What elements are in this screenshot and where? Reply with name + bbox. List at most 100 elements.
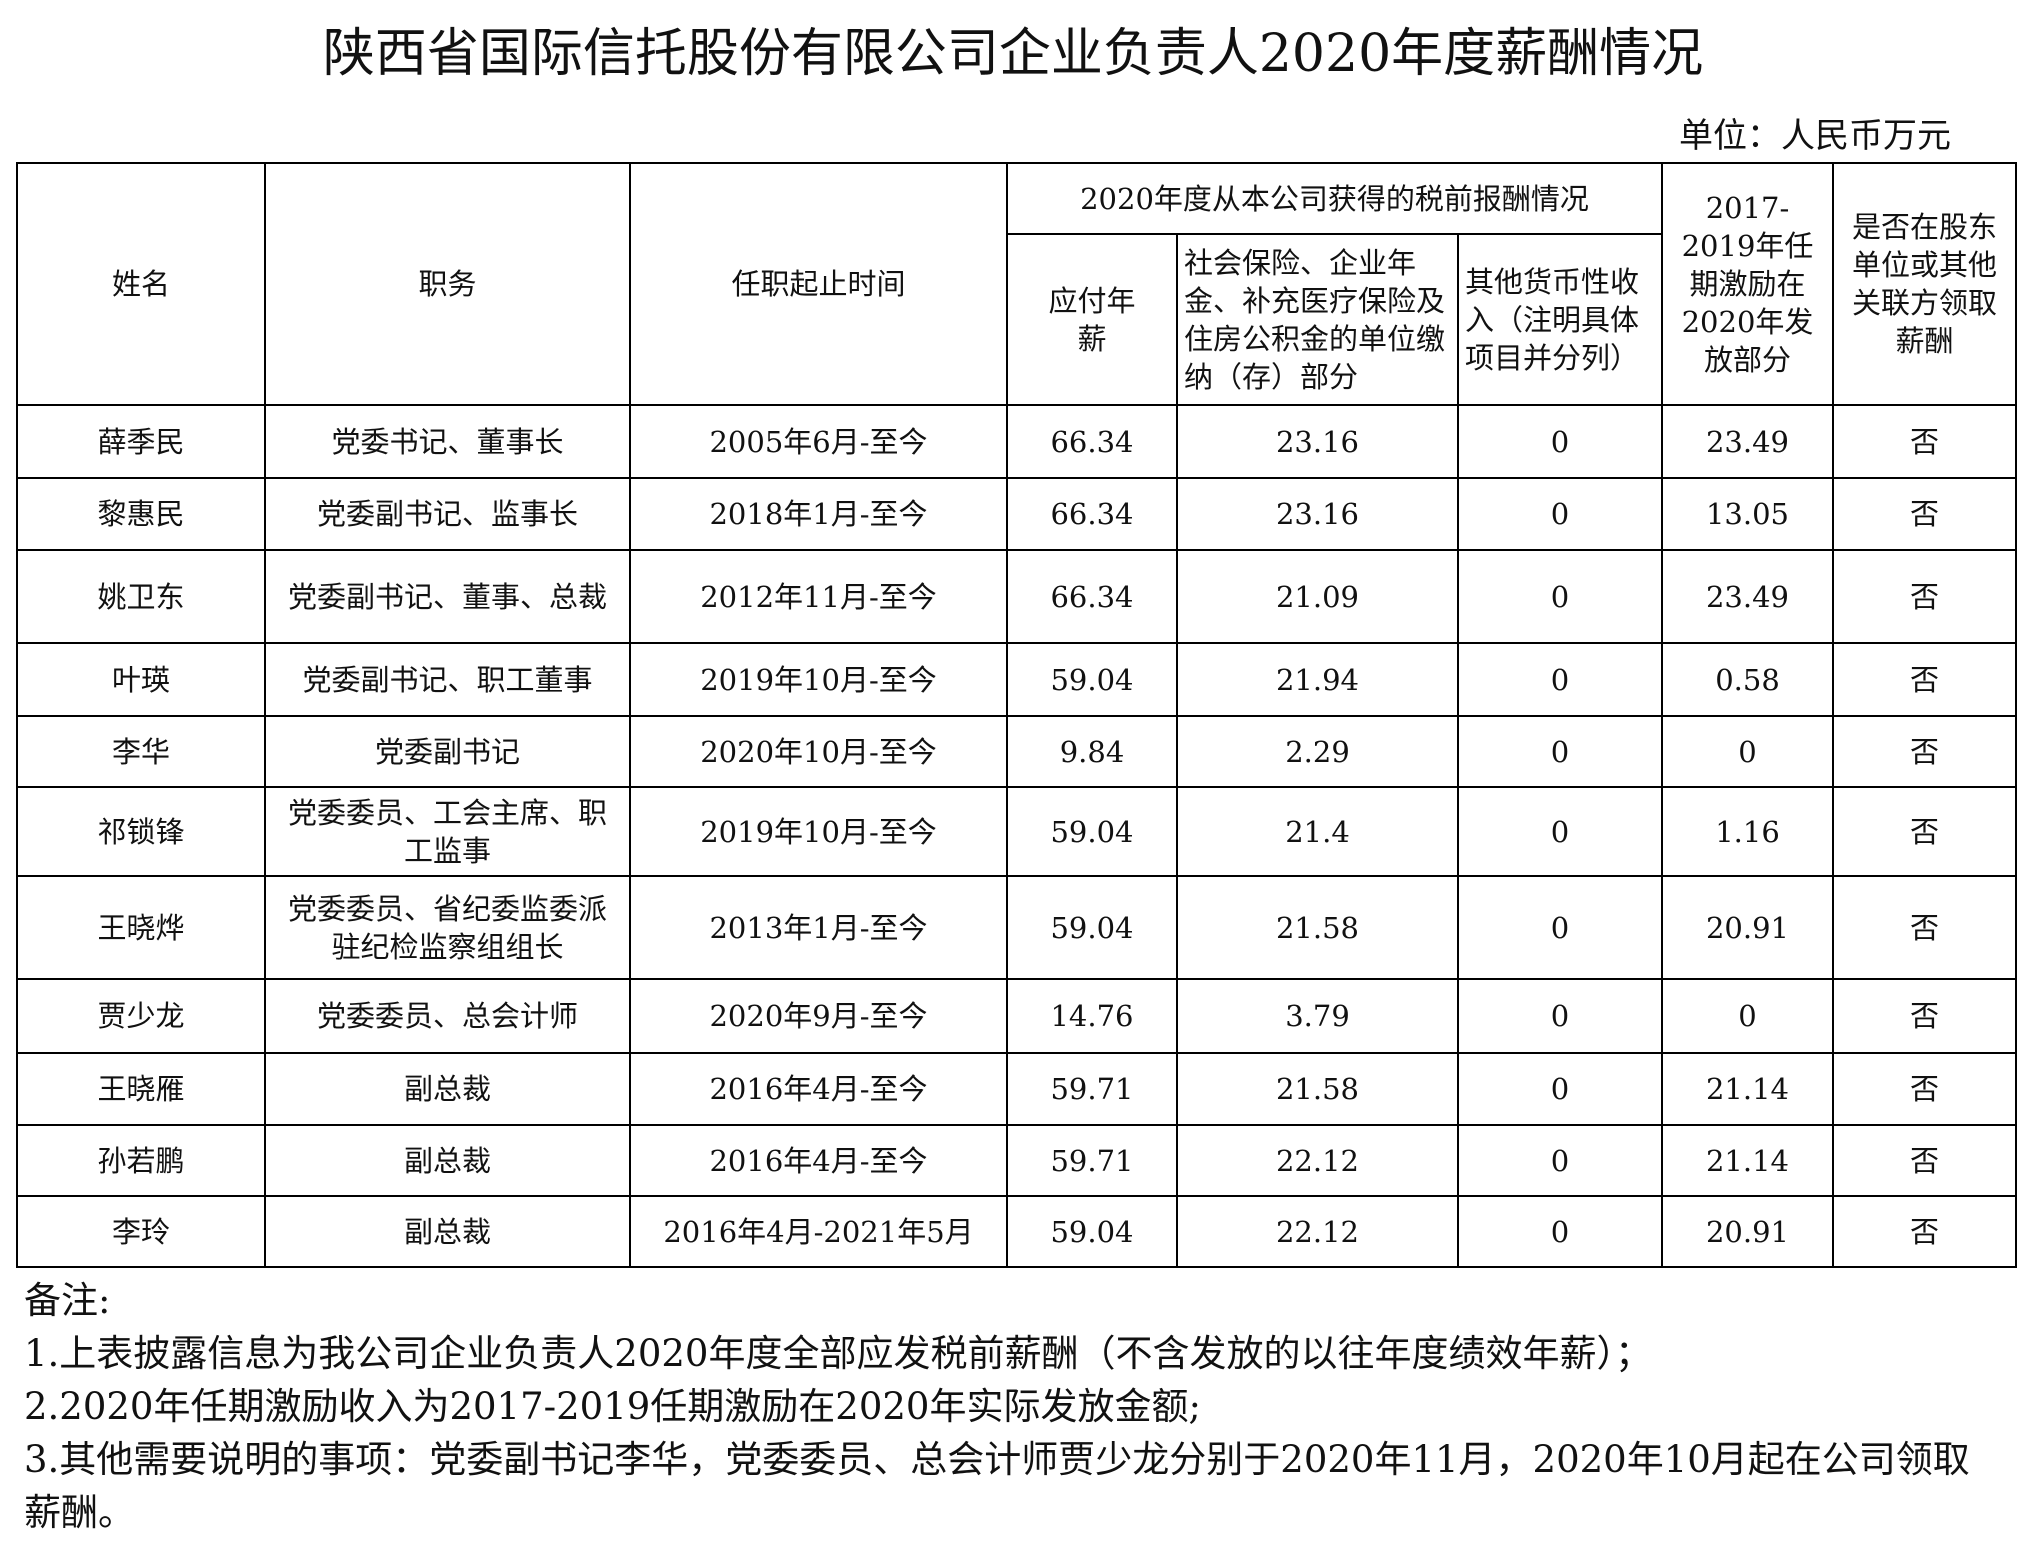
cell-position: 党委委员、工会主席、职工监事: [264, 786, 631, 877]
cell-related: 否: [1832, 1052, 2017, 1126]
cell-insurance: 2.29: [1176, 715, 1459, 788]
cell-insurance: 22.12: [1176, 1124, 1459, 1197]
note-item: 3.其他需要说明的事项：党委副书记李华，党委委员、总会计师贾少龙分别于2020年…: [24, 1438, 1970, 1534]
header-salary: 应付年薪: [1006, 233, 1178, 406]
header-name: 姓名: [16, 162, 266, 406]
cell-incentive: 0: [1661, 715, 1834, 788]
notes-heading: 备注:: [24, 1279, 111, 1322]
cell-insurance: 21.58: [1176, 1052, 1459, 1126]
page-title: 陕西省国际信托股份有限公司企业负责人2020年度薪酬情况: [322, 24, 1704, 84]
table-row: 叶瑛 党委副书记、职工董事 2019年10月-至今 59.04 21.94 0 0.58 否: [16, 642, 2017, 717]
cell-position: 党委委员、总会计师: [264, 978, 631, 1054]
cell-salary: 59.71: [1006, 1052, 1178, 1126]
cell-salary: 66.34: [1006, 404, 1178, 479]
cell-tenure: 2012年11月-至今: [629, 549, 1008, 644]
cell-insurance: 3.79: [1176, 978, 1459, 1054]
cell-other: 0: [1457, 1052, 1663, 1126]
cell-incentive: 21.14: [1661, 1124, 1834, 1197]
cell-incentive: 0.58: [1661, 642, 1834, 717]
cell-incentive: 0: [1661, 978, 1834, 1054]
cell-tenure: 2005年6月-至今: [629, 404, 1008, 479]
header-group: 2020年度从本公司获得的税前报酬情况: [1006, 162, 1663, 235]
header-incentive: 2017-2019年任期激励在2020年发放部分: [1661, 162, 1834, 406]
cell-other: 0: [1457, 715, 1663, 788]
cell-insurance: 21.4: [1176, 786, 1459, 877]
cell-salary: 59.04: [1006, 786, 1178, 877]
cell-incentive: 23.49: [1661, 404, 1834, 479]
header-insurance: 社会保险、企业年金、补充医疗保险及住房公积金的单位缴纳（存）部分: [1176, 233, 1459, 406]
cell-name: 姚卫东: [16, 549, 266, 644]
cell-insurance: 21.94: [1176, 642, 1459, 717]
cell-related: 否: [1832, 1124, 2017, 1197]
cell-salary: 14.76: [1006, 978, 1178, 1054]
table-row: 姚卫东 党委副书记、董事、总裁 2012年11月-至今 66.34 21.09 0 23.4…: [16, 549, 2017, 644]
cell-related: 否: [1832, 786, 2017, 877]
cell-insurance: 23.16: [1176, 404, 1459, 479]
table-row: 薛季民 党委书记、董事长 2005年6月-至今 66.34 23.16 0 23.49 否: [16, 404, 2017, 479]
cell-other: 0: [1457, 549, 1663, 644]
cell-position: 党委副书记、职工董事: [264, 642, 631, 717]
table-row: 王晓烨 党委委员、省纪委监委派驻纪检监察组组长 2013年1月-至今 59.04 21.…: [16, 875, 2017, 980]
cell-salary: 59.04: [1006, 1195, 1178, 1268]
cell-salary: 66.34: [1006, 477, 1178, 551]
cell-other: 0: [1457, 875, 1663, 980]
table-row: 孙若鹏 副总裁 2016年4月-至今 59.71 22.12 0 21.14 否: [16, 1124, 2017, 1197]
note-item: 2.2020年任期激励收入为2017-2019任期激励在2020年实际发放金额;: [24, 1385, 1201, 1428]
table-row: 祁锁锋 党委委员、工会主席、职工监事 2019年10月-至今 59.04 21.4 0 1.…: [16, 786, 2017, 877]
cell-incentive: 20.91: [1661, 1195, 1834, 1268]
cell-tenure: 2018年1月-至今: [629, 477, 1008, 551]
header-tenure: 任职起止时间: [629, 162, 1008, 406]
cell-insurance: 21.58: [1176, 875, 1459, 980]
salary-table: 姓名 职务 任职起止时间 2020年度从本公司获得的税前报酬情况 2017-20…: [16, 162, 2017, 1268]
cell-salary: 9.84: [1006, 715, 1178, 788]
cell-incentive: 20.91: [1661, 875, 1834, 980]
header-position: 职务: [264, 162, 631, 406]
cell-position: 副总裁: [264, 1195, 631, 1268]
table-row: 李玲 副总裁 2016年4月-2021年5月 59.04 22.12 0 20.91 否: [16, 1195, 2017, 1268]
unit-label: 单位：人民币万元: [1679, 116, 1951, 156]
cell-name: 李玲: [16, 1195, 266, 1268]
cell-salary: 59.71: [1006, 1124, 1178, 1197]
cell-position: 副总裁: [264, 1124, 631, 1197]
cell-name: 王晓雁: [16, 1052, 266, 1126]
cell-tenure: 2019年10月-至今: [629, 642, 1008, 717]
cell-name: 祁锁锋: [16, 786, 266, 877]
cell-position: 党委委员、省纪委监委派驻纪检监察组组长: [264, 875, 631, 980]
cell-related: 否: [1832, 549, 2017, 644]
cell-name: 叶瑛: [16, 642, 266, 717]
cell-other: 0: [1457, 1124, 1663, 1197]
cell-insurance: 21.09: [1176, 549, 1459, 644]
cell-insurance: 23.16: [1176, 477, 1459, 551]
cell-tenure: 2013年1月-至今: [629, 875, 1008, 980]
cell-position: 党委副书记、董事、总裁: [264, 549, 631, 644]
cell-name: 李华: [16, 715, 266, 788]
cell-incentive: 13.05: [1661, 477, 1834, 551]
cell-tenure: 2016年4月-2021年5月: [629, 1195, 1008, 1268]
cell-other: 0: [1457, 477, 1663, 551]
cell-related: 否: [1832, 404, 2017, 479]
cell-related: 否: [1832, 642, 2017, 717]
cell-incentive: 1.16: [1661, 786, 1834, 877]
cell-other: 0: [1457, 978, 1663, 1054]
cell-position: 党委书记、董事长: [264, 404, 631, 479]
table-row: 贾少龙 党委委员、总会计师 2020年9月-至今 14.76 3.79 0 0 否: [16, 978, 2017, 1054]
cell-other: 0: [1457, 1195, 1663, 1268]
cell-salary: 66.34: [1006, 549, 1178, 644]
cell-salary: 59.04: [1006, 875, 1178, 980]
cell-other: 0: [1457, 786, 1663, 877]
cell-name: 王晓烨: [16, 875, 266, 980]
header-related: 是否在股东单位或其他关联方领取薪酬: [1832, 162, 2017, 406]
cell-other: 0: [1457, 404, 1663, 479]
header-other: 其他货币性收入（注明具体项目并分列）: [1457, 233, 1663, 406]
cell-related: 否: [1832, 477, 2017, 551]
cell-position: 副总裁: [264, 1052, 631, 1126]
table-row: 黎惠民 党委副书记、监事长 2018年1月-至今 66.34 23.16 0 13.05 否: [16, 477, 2017, 551]
cell-tenure: 2019年10月-至今: [629, 786, 1008, 877]
cell-incentive: 23.49: [1661, 549, 1834, 644]
cell-salary: 59.04: [1006, 642, 1178, 717]
notes: 备注: 1.上表披露信息为我公司企业负责人2020年度全部应发税前薪酬（不含发放…: [24, 1274, 2004, 1539]
cell-related: 否: [1832, 1195, 2017, 1268]
cell-tenure: 2016年4月-至今: [629, 1052, 1008, 1126]
cell-position: 党委副书记: [264, 715, 631, 788]
cell-tenure: 2020年10月-至今: [629, 715, 1008, 788]
